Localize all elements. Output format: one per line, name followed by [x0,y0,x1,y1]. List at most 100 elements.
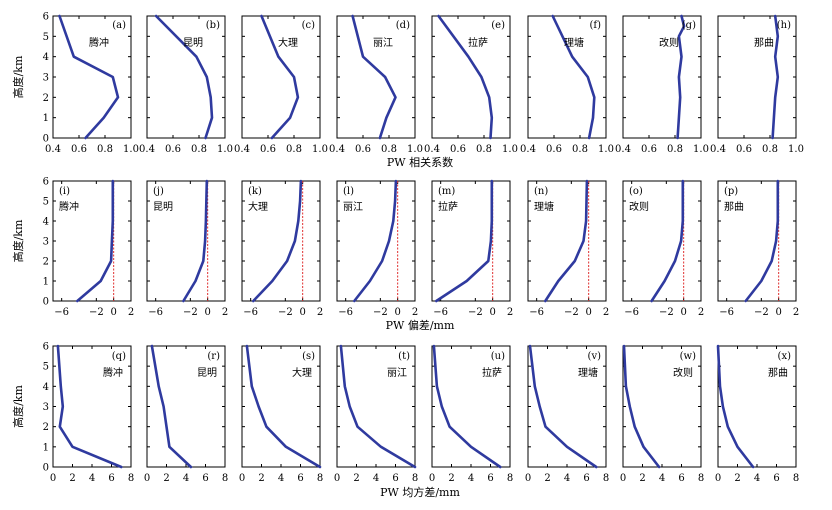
station-name: 理塘 [564,36,584,49]
x-tick-label: 0.6 [260,144,276,155]
data-series-line [76,179,115,303]
data-series-line [716,344,755,469]
x-tick-label: 0.4 [615,144,631,155]
y-tick-label: 4 [43,382,49,393]
station-name: 大理 [248,200,268,213]
x-tick-label: 0 [775,307,781,318]
y-tick-label: 0 [43,134,49,145]
panel-label: (d) [396,20,410,31]
plot-frame [336,15,416,139]
panel-label: (s) [302,351,315,362]
panel-w: 0 2 4 6 8 (w) 改则 [620,344,704,484]
station-name: 腾冲 [103,366,123,379]
station-name: 昆明 [183,37,203,49]
panel-label: (v) [588,351,602,362]
x-tick-label: 0.8 [667,144,683,155]
x-tick-label: −6 [243,307,258,318]
x-tick-label: 0 [110,307,116,318]
plot-frame [717,15,797,139]
x-tick-label: 0 [299,307,305,318]
x-tick-label: 6 [297,473,303,484]
station-name: 那曲 [724,201,744,213]
x-tick-label: 2 [222,307,228,318]
y-tick-label: 5 [43,197,49,208]
x-tick-label: −2 [278,307,293,318]
panel-label: (w) [680,351,696,362]
x-tick-label: 4 [373,473,379,484]
x-tick-label: 1.0 [502,144,518,155]
panel-label: (c) [302,20,316,31]
data-series-line [432,344,502,469]
data-series-line [551,14,596,140]
station-name: 昆明 [153,201,173,213]
x-tick-label: −6 [719,307,734,318]
x-tick-label: 0.8 [97,144,113,155]
x-tick-label: 1.0 [788,144,804,155]
x-tick-label: 6 [773,473,779,484]
y-tick-label: 2 [43,422,49,433]
station-name: 拉萨 [438,200,458,213]
x-tick-label: 0 [144,473,150,484]
x-tick-label: 1.0 [312,144,328,155]
x-tick-label: 2 [69,473,75,484]
station-name: 大理 [292,366,312,379]
plot-frame [527,15,607,139]
x-tick-label: 0.8 [286,144,302,155]
x-tick-label: 0 [525,473,531,484]
station-name: 理塘 [578,366,598,379]
x-tick-label: −2 [564,307,579,318]
plot-frame [52,345,132,468]
panel-f: 0.4 0.6 0.8 1.0 (f) 理塘 [520,14,614,155]
x-tick-label: 6 [487,473,493,484]
y-axis-title: 高度/km [11,385,25,428]
x-tick-label: 6 [678,473,684,484]
x-tick-label: −6 [529,307,544,318]
station-name: 拉萨 [468,36,488,49]
panel-label: (j) [153,186,164,197]
y-tick-label: 3 [43,237,49,248]
x-tick-label: 8 [793,473,799,484]
panel-label: (o) [629,186,643,197]
data-series-line [339,344,417,469]
x-tick-label: 0.6 [355,144,371,155]
x-tick-label: 4 [183,473,189,484]
data-series-line [771,14,780,140]
x-tick-label: 0.4 [520,144,536,155]
y-tick-label: 0 [43,297,49,308]
y-axis-title: 高度/km [11,55,25,98]
x-tick-label: 8 [222,473,228,484]
x-tick-label: −2 [373,307,388,318]
station-name: 大理 [278,36,298,49]
panel-k: −6 −2 0 2 (k) 大理 [241,179,323,318]
plot-frame [146,345,226,468]
data-series-line [744,179,780,303]
x-tick-label: 0.6 [165,144,181,155]
y-tick-label: 0 [43,463,49,474]
x-tick-label: 0.8 [381,144,397,155]
x-tick-label: −2 [89,307,104,318]
x-tick-label: 4 [278,473,284,484]
x-tick-label: 2 [639,473,645,484]
x-tick-label: 8 [412,473,418,484]
panel-b: 0.4 0.6 0.8 1.0 (b)昆明 [139,14,233,155]
panel-label: (g) [682,20,696,31]
x-axis-title: PW 偏差/mm [386,318,455,332]
x-tick-label: 1.0 [598,144,614,155]
x-tick-label: 0 [239,473,245,484]
x-tick-label: 6 [392,473,398,484]
x-tick-label: −2 [659,307,674,318]
x-tick-label: 1.0 [407,144,423,155]
panel-label: (l) [343,186,354,197]
y-tick-label: 1 [43,113,49,124]
x-tick-label: 4 [659,473,665,484]
x-tick-label: 6 [583,473,589,484]
data-series-line [252,179,303,303]
x-tick-label: 0 [680,307,686,318]
x-tick-label: 0.8 [762,144,778,155]
panel-label: (x) [778,351,792,362]
station-name: 改则 [659,36,679,49]
x-tick-label: 4 [754,473,760,484]
y-tick-label: 2 [43,257,49,268]
